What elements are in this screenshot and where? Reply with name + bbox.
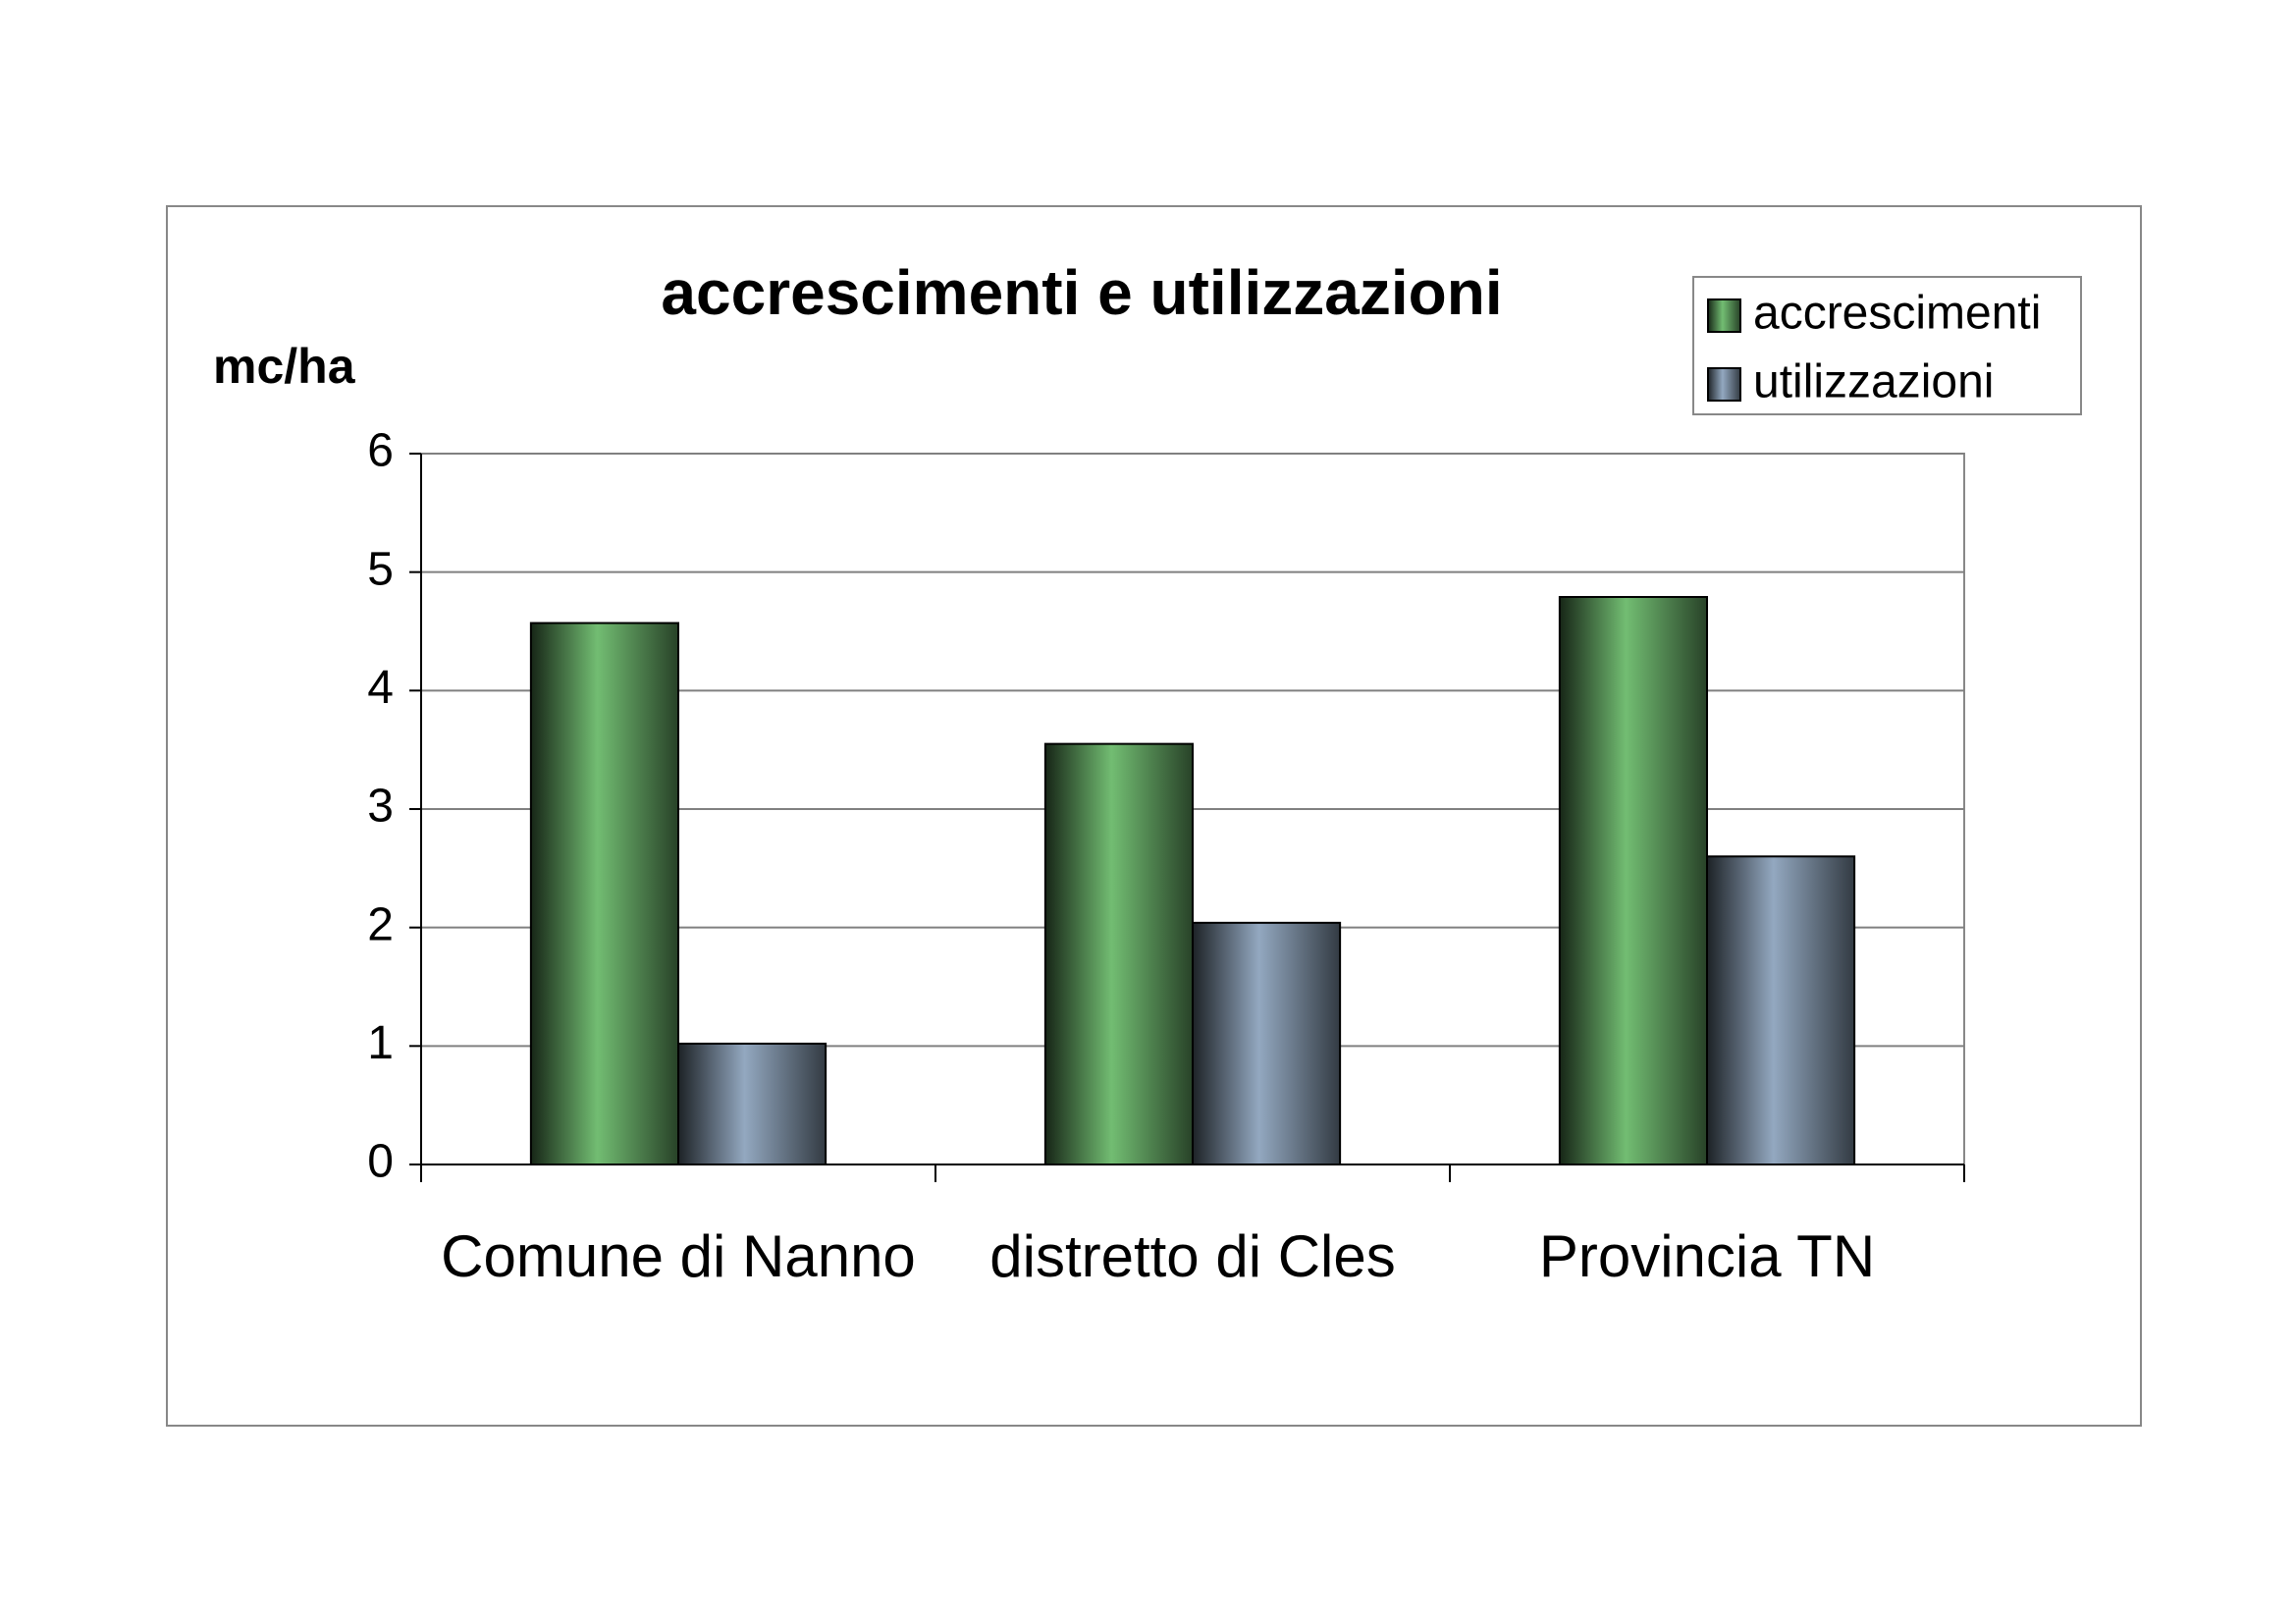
- chart-title: accrescimenti e utilizzazioni: [661, 257, 1502, 328]
- x-tick-label: Comune di Nanno: [441, 1223, 916, 1289]
- legend-swatch: [1707, 298, 1741, 333]
- y-tick-label: 5: [367, 543, 394, 595]
- y-tick-label: 0: [367, 1136, 394, 1188]
- bar: [1706, 855, 1856, 1165]
- y-tick-label: 3: [367, 781, 394, 833]
- y-tick-label: 1: [367, 1017, 394, 1069]
- bar: [1558, 596, 1709, 1165]
- bar: [529, 622, 680, 1165]
- y-tick-label: 6: [367, 425, 394, 477]
- legend-swatch: [1707, 367, 1741, 402]
- y-axis-label: mc/ha: [213, 339, 356, 394]
- legend-label: accrescimenti: [1753, 288, 2041, 340]
- legend-box: [1692, 276, 2082, 415]
- legend-label: utilizzazioni: [1753, 356, 1994, 408]
- x-tick-label: distretto di Cles: [989, 1223, 1396, 1289]
- bar: [1043, 742, 1195, 1166]
- y-tick-label: 2: [367, 898, 394, 950]
- x-tick-label: Provincia TN: [1538, 1223, 1876, 1289]
- bar: [1192, 921, 1342, 1166]
- y-tick-label: 4: [367, 662, 394, 714]
- bar: [677, 1042, 828, 1166]
